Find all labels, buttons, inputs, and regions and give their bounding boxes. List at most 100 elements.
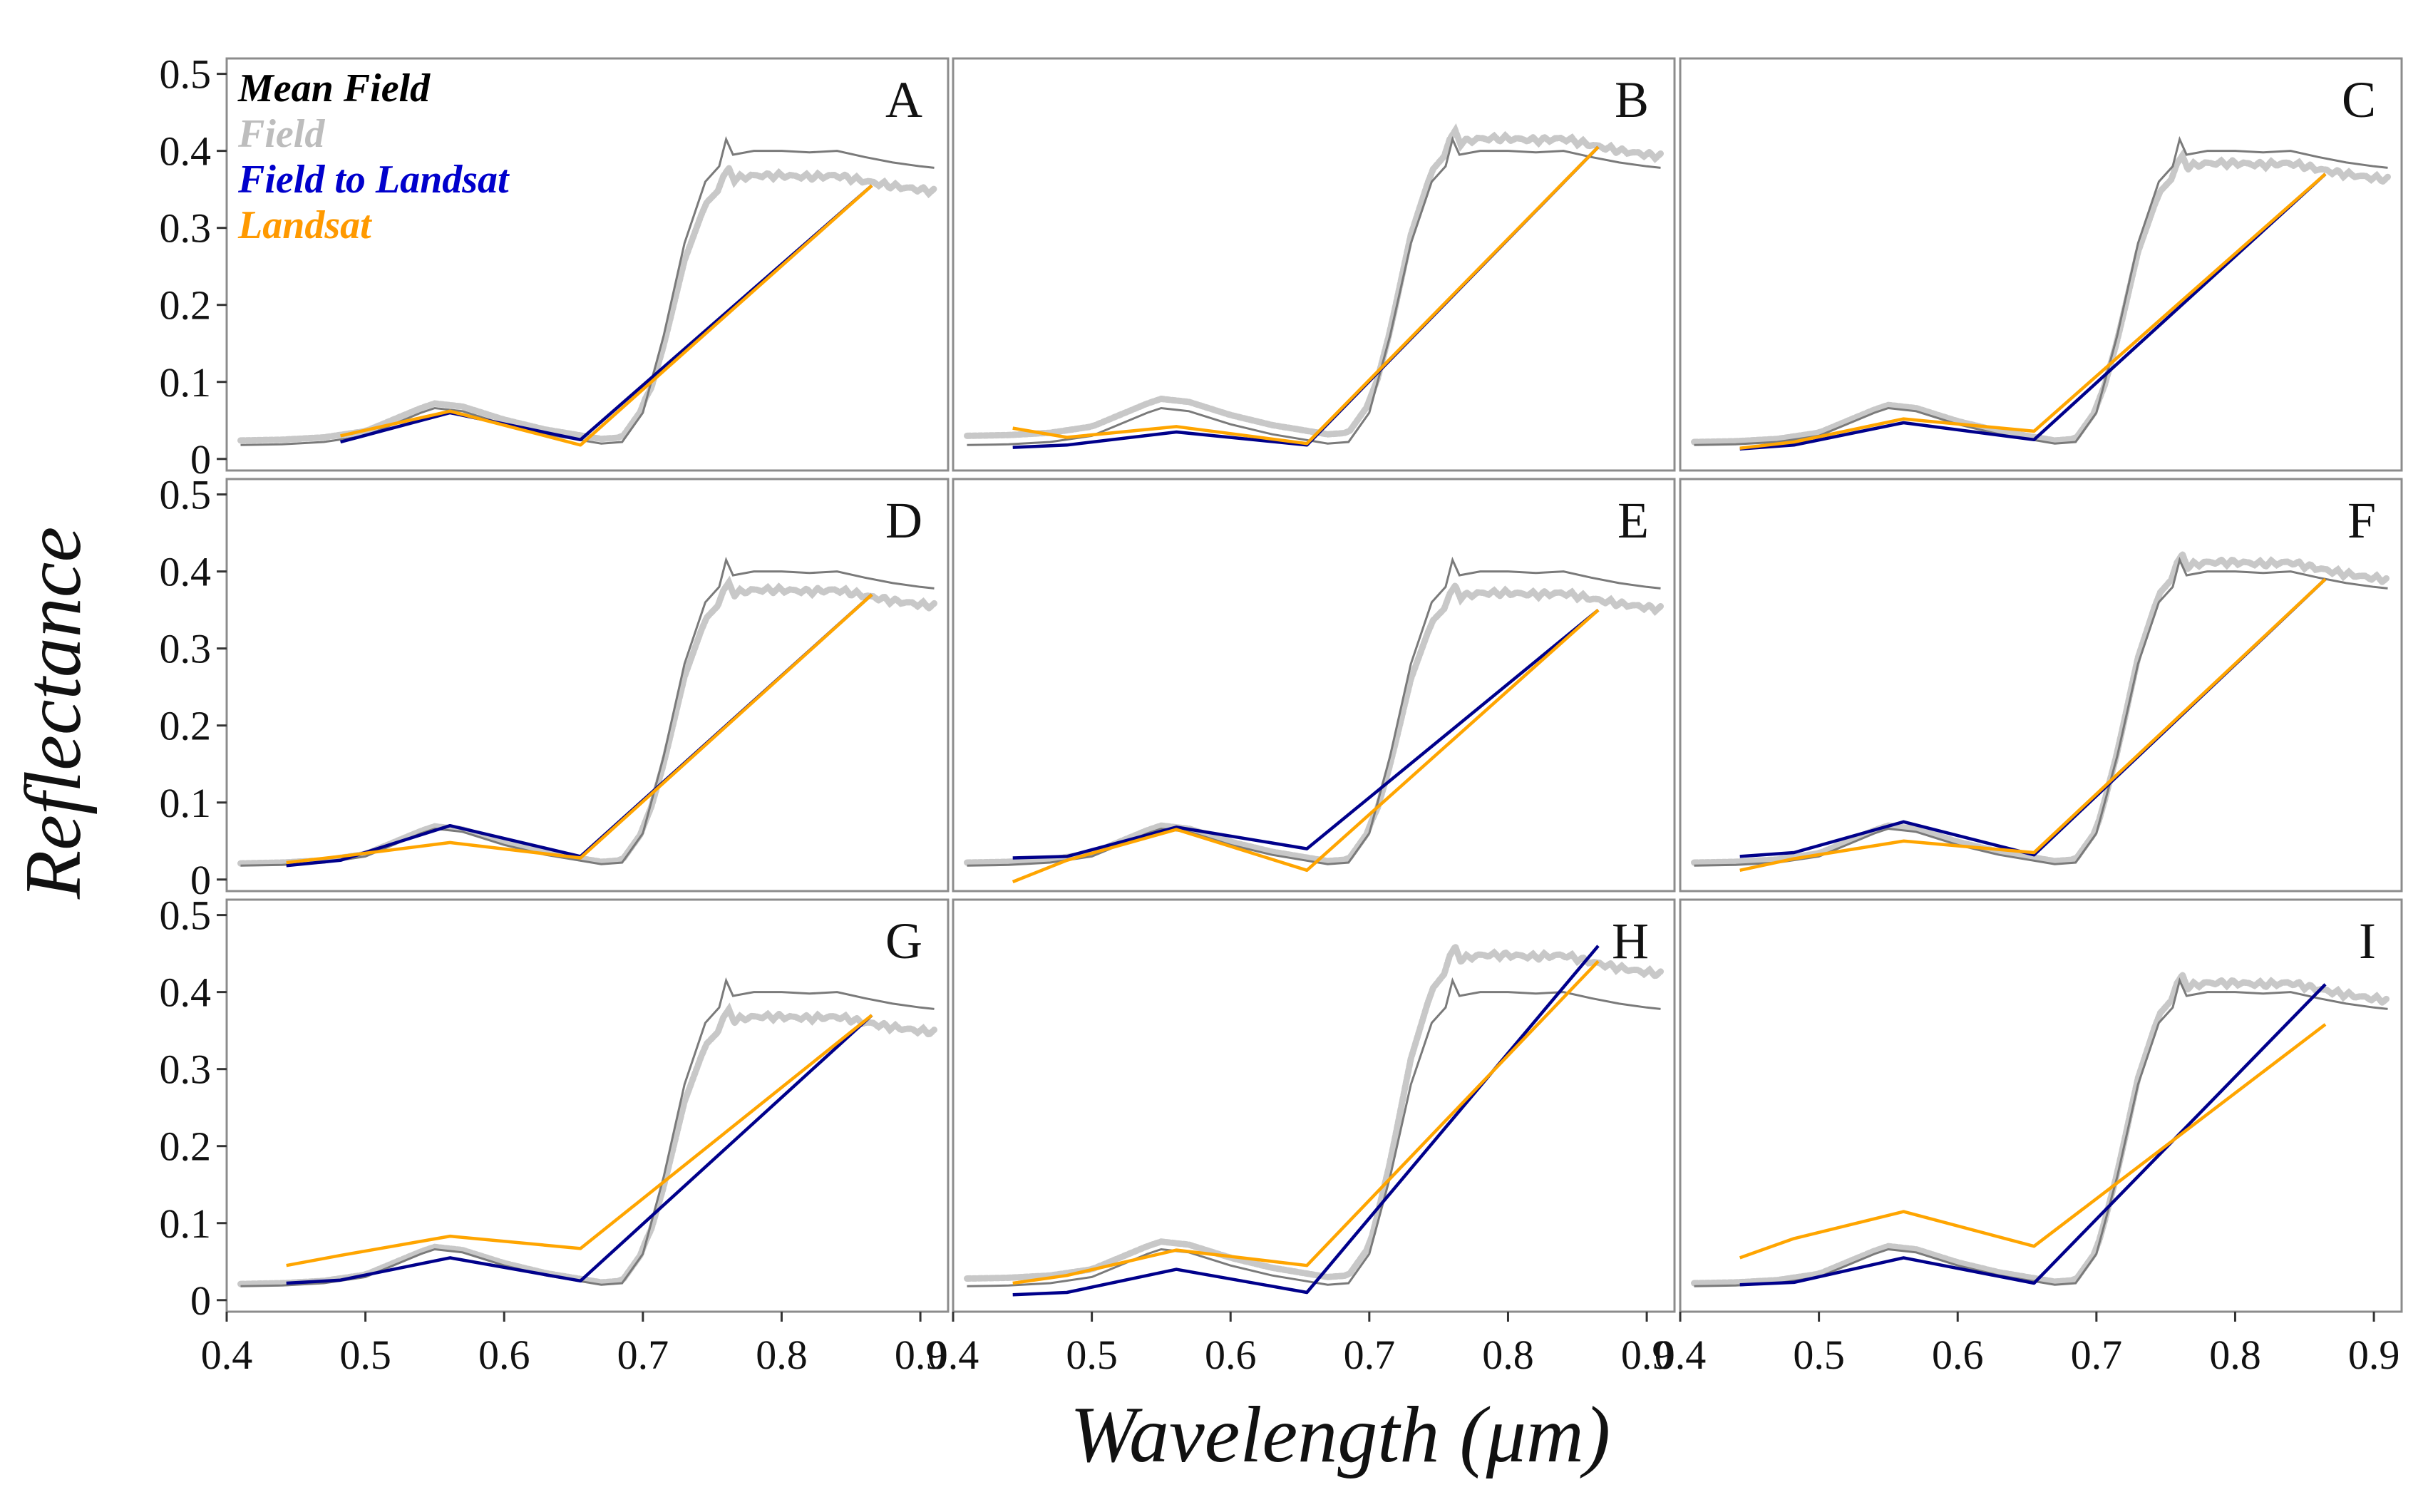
chart-panel-b: B [952, 57, 1676, 472]
landsat-line [286, 1014, 873, 1267]
panel-label: B [1615, 71, 1649, 128]
y-tick-label: 0 [190, 436, 211, 483]
y-tick-label: 0.4 [160, 970, 212, 1016]
y-tick-label: 0.2 [160, 1123, 212, 1170]
plot-frame [1679, 478, 2403, 893]
chart-panel-e: E [952, 478, 1676, 893]
plot-frame [225, 57, 950, 472]
plot-frame [225, 898, 950, 1313]
y-axis-title: Reflectance [9, 527, 98, 900]
panel-label: I [2359, 912, 2376, 970]
y-tick-label: 0.5 [160, 893, 212, 939]
panel-label: F [2347, 492, 2376, 549]
x-tick-label: 0.6 [1205, 1332, 1257, 1378]
y-tick-label: 0.4 [160, 549, 212, 595]
x-tick-label: 0.4 [201, 1332, 253, 1378]
chart-panel-h: H 0.4 0.5 0.6 0.7 0.8 0.9 [927, 898, 1676, 1378]
y-tick-label: 0.3 [160, 1046, 212, 1093]
y-tick-label: 0.3 [160, 205, 212, 252]
x-tick-label: 0.7 [617, 1332, 669, 1378]
y-tick-label: 0.2 [160, 282, 212, 329]
panel-label: E [1617, 492, 1649, 549]
plot-frame [952, 898, 1676, 1313]
x-tick-label: 0.9 [1621, 1332, 1673, 1378]
field-to-landsat-line [286, 1014, 873, 1285]
field-to-landsat-line [1012, 945, 1600, 1297]
landsat-line [340, 184, 873, 447]
chart-panel-f: F [1679, 478, 2403, 893]
mean-field-line [1694, 977, 2388, 1287]
x-tick-label: 0.7 [1344, 1332, 1396, 1378]
x-axis-title: Wavelength (μm) [1070, 1391, 1610, 1479]
landsat-line [1739, 1023, 2327, 1260]
landsat-line [1012, 960, 1600, 1285]
field-to-landsat-line [1739, 983, 2327, 1287]
field-to-landsat-line [340, 184, 873, 444]
landsat-line [1739, 577, 2327, 873]
legend-item-mean-field: Mean Field [237, 66, 431, 110]
chart-panel-i: I 0.4 0.5 0.6 0.7 0.8 0.9 [1655, 898, 2403, 1378]
y-tick-label: 0.4 [160, 128, 212, 175]
panel-label: D [885, 492, 922, 549]
plot-area [964, 939, 1664, 1297]
field-to-landsat-line [1739, 173, 2327, 451]
plot-area [964, 123, 1664, 449]
plot-frame [225, 478, 950, 893]
x-tick-label: 0.5 [339, 1332, 391, 1378]
x-tick-label: 0.8 [756, 1332, 808, 1378]
panel-label: C [2342, 71, 2376, 128]
plot-area [1691, 547, 2391, 873]
mean-field-line [967, 135, 1661, 446]
field-spectrum-line [1691, 148, 2391, 446]
plot-area [237, 556, 937, 868]
chart-panel-d: D 0 0.1 0.2 0.3 0.4 0.5 [160, 472, 950, 903]
y-tick-label: 0.5 [160, 472, 212, 518]
plot-area [237, 977, 937, 1287]
x-tick-label: 0.4 [1655, 1332, 1707, 1378]
plot-frame [1679, 898, 2403, 1313]
y-tick-label: 0.1 [160, 359, 212, 406]
plot-frame [952, 478, 1676, 893]
plot-frame [1679, 57, 2403, 472]
chart-panel-g: G 0 0.1 0.2 0.3 0.4 0.5 0.4 0.5 0.6 0.7 0.8 0.9 [160, 893, 950, 1378]
plot-area [1691, 135, 2391, 451]
field-spectrum-line [1691, 967, 2391, 1287]
x-tick-label: 0.8 [2209, 1332, 2261, 1378]
field-spectrum-line [964, 123, 1664, 439]
x-tick-label: 0.4 [927, 1332, 979, 1378]
chart-panel-c: C [1679, 57, 2403, 472]
x-tick-label: 0.5 [1793, 1332, 1845, 1378]
y-tick-label: 0 [190, 1277, 211, 1324]
mean-field-line [1694, 556, 2388, 867]
y-tick-label: 0.1 [160, 780, 212, 826]
landsat-line [1012, 145, 1600, 446]
y-tick-label: 0.1 [160, 1200, 212, 1247]
landsat-line [1012, 609, 1600, 884]
x-tick-label: 0.9 [895, 1332, 947, 1378]
y-tick-label: 0.5 [160, 51, 212, 98]
x-tick-label: 0.8 [1482, 1332, 1534, 1378]
panel-label: G [885, 912, 922, 970]
plot-area [237, 135, 937, 447]
x-tick-label: 0.6 [1932, 1332, 1984, 1378]
plot-area [964, 556, 1664, 884]
plot-frame [952, 57, 1676, 472]
field-to-landsat-line [1012, 608, 1600, 860]
panel-label: H [1612, 912, 1649, 970]
landsat-line [1739, 173, 2327, 450]
legend-item-field-to-landsat: Field to Landsat [237, 158, 510, 202]
x-tick-label: 0.5 [1066, 1332, 1118, 1378]
y-tick-label: 0.2 [160, 703, 212, 749]
x-tick-label: 0.9 [2348, 1332, 2400, 1378]
legend-item-field: Field [237, 112, 325, 156]
y-tick-label: 0 [190, 857, 211, 903]
x-tick-label: 0.6 [478, 1332, 530, 1378]
x-tick-label: 0.7 [2071, 1332, 2123, 1378]
landsat-line [286, 593, 873, 865]
y-tick-label: 0.3 [160, 626, 212, 672]
legend-item-landsat: Landsat [237, 203, 372, 247]
